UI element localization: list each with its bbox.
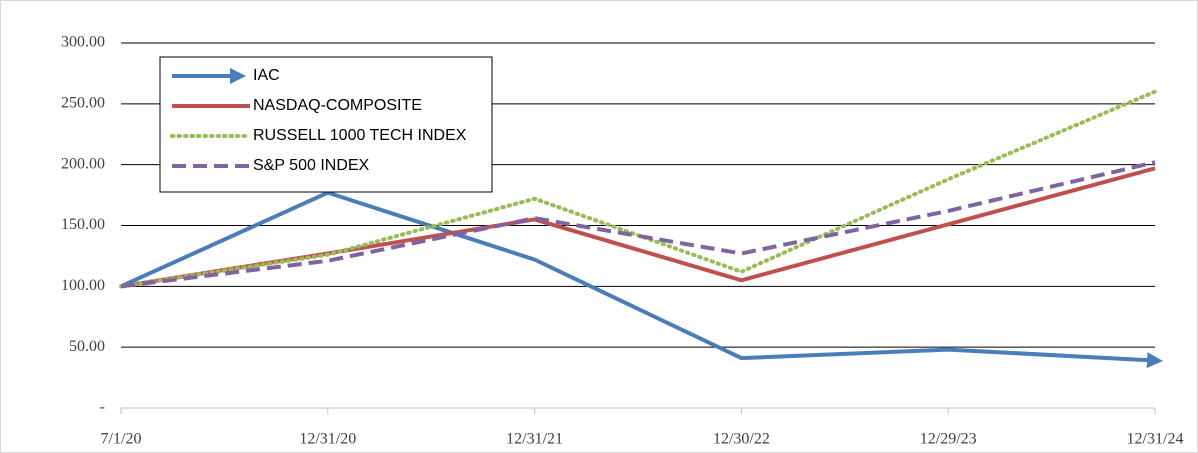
x-tick-label: 12/31/20 xyxy=(299,431,356,448)
y-tick-label: 250.00 xyxy=(61,95,105,112)
legend: IAC NASDAQ-COMPOSITE RUSSELL 1000 TECH IND… xyxy=(159,56,493,193)
x-tick-label: 12/29/23 xyxy=(920,431,977,448)
x-tick-label: 12/31/21 xyxy=(506,431,563,448)
x-tick-label: 12/30/22 xyxy=(713,431,770,448)
series-line xyxy=(120,160,1156,289)
legend-box xyxy=(159,56,493,193)
lines xyxy=(119,89,1163,369)
series-line xyxy=(119,89,1157,289)
y-tick-label: 200.00 xyxy=(61,155,105,172)
y-tick-label: - xyxy=(100,399,105,416)
y-tick-label: 50.00 xyxy=(69,338,105,355)
y-tick-label: 150.00 xyxy=(61,216,105,233)
legend-label: NASDAQ-COMPOSITE xyxy=(253,97,422,114)
legend-label: S&P 500 INDEX xyxy=(253,157,370,174)
legend-label: IAC xyxy=(253,67,280,84)
series-line xyxy=(120,190,1163,369)
y-tick-label: 300.00 xyxy=(61,34,105,51)
x-tick-label: 12/31/24 xyxy=(1127,431,1184,448)
y-tick-label: 100.00 xyxy=(61,277,105,294)
legend-label: RUSSELL 1000 TECH INDEX xyxy=(253,127,467,144)
x-tick-label: 7/1/20 xyxy=(101,431,142,448)
